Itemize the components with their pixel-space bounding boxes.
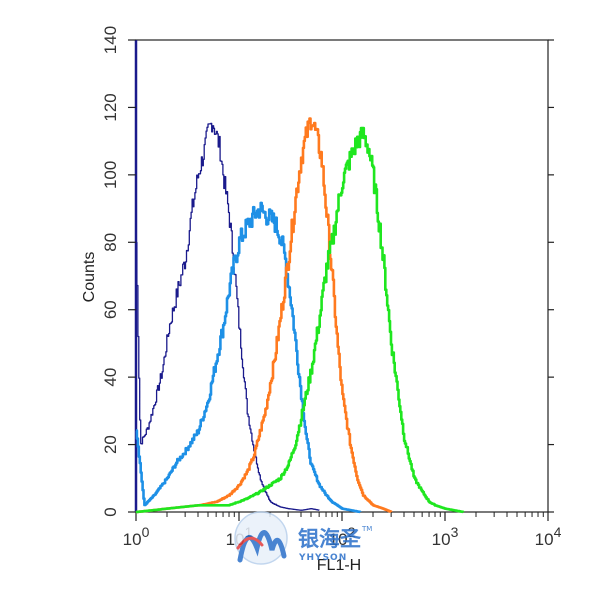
y-axis: 0 20 40 60 80 100 120 140	[101, 26, 554, 517]
watermark-brand-en: YHYSON	[298, 553, 347, 563]
series-line-1	[136, 122, 320, 511]
y-tick-label: 20	[101, 435, 120, 454]
plot-frame	[135, 39, 549, 513]
y-axis-title: Counts	[81, 252, 98, 303]
y-tick-label: 140	[101, 26, 120, 54]
x-axis-title: FL1-H	[317, 557, 361, 574]
y-tick-label: 100	[101, 161, 120, 189]
y-tick-label: 0	[101, 507, 120, 516]
watermark-emblem-icon	[234, 511, 288, 565]
y-tick-label: 60	[101, 300, 120, 319]
x-tick-label: 102	[329, 524, 356, 549]
watermark-logo: 银海圣 TM YHYSON	[234, 511, 372, 565]
y-tick-label: 40	[101, 368, 120, 387]
watermark-trademark: TM	[361, 525, 372, 533]
watermark-brand-cn: 银海圣	[298, 527, 362, 551]
series-line-2	[135, 201, 362, 514]
x-tick-label: 100	[123, 524, 150, 549]
series-line-4	[135, 126, 465, 514]
y-tick-label: 80	[101, 233, 120, 252]
y-tick-label: 120	[101, 93, 120, 121]
x-tick-label: 104	[535, 524, 562, 549]
series-layer	[135, 117, 465, 514]
x-tick-label: 103	[432, 524, 459, 549]
